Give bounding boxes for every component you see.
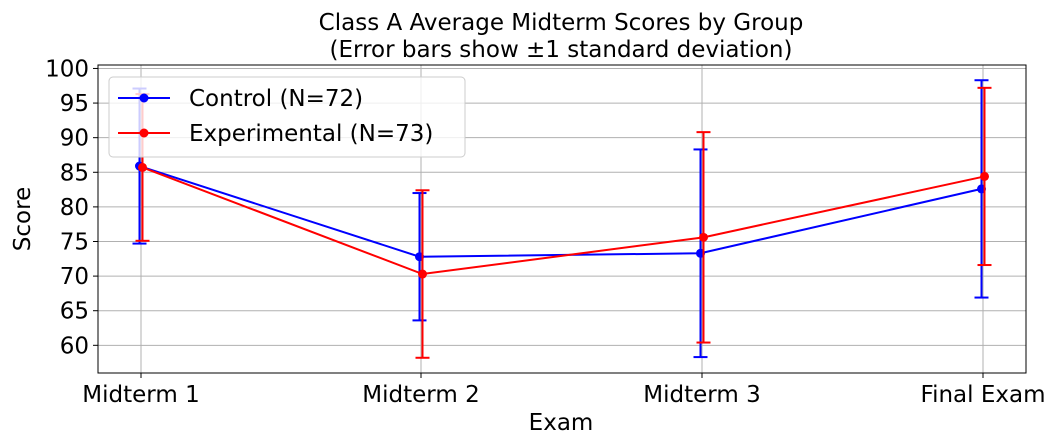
legend-box: [108, 76, 466, 158]
series-group: [135, 86, 992, 359]
chart-subtitle: (Error bars show ±1 standard deviation): [330, 37, 793, 63]
y-tick-label: 70: [60, 264, 89, 290]
data-point: [418, 269, 427, 279]
legend-experimental-label: Experimental (N=73): [189, 121, 433, 147]
legend-control-marker: [139, 93, 149, 103]
axes: [97, 64, 1027, 374]
x-axis-label: Exam: [529, 410, 594, 436]
x-tick-label: Final Exam: [921, 382, 1046, 408]
data-point: [980, 171, 989, 181]
legend-experimental-marker: [139, 128, 149, 138]
y-tick-label: 60: [60, 333, 89, 359]
legend-control-label: Control (N=72): [189, 86, 363, 112]
x-tick-label: Midterm 2: [362, 382, 479, 408]
series: [132, 79, 992, 359]
series-line: [139, 165, 982, 258]
data-point: [699, 232, 708, 242]
series-line: [142, 166, 985, 276]
y-tick-label: 75: [60, 229, 89, 255]
y-tick-label: 80: [60, 195, 89, 221]
y-tick-label: 85: [60, 160, 89, 186]
y-tick-label: 90: [60, 126, 89, 152]
legend: Control (N=72) Experimental (N=73): [108, 76, 466, 158]
x-tick-label: Midterm 3: [643, 382, 760, 408]
plot-area-frame: [97, 64, 1027, 374]
chart-title: Class A Average Midterm Scores by Group: [319, 10, 804, 36]
y-axis-label: Score: [10, 187, 36, 251]
y-tick-label: 65: [60, 299, 89, 325]
y-tick-label: 100: [45, 56, 89, 82]
data-point: [138, 162, 147, 172]
y-ticks: 60 65 70 75 80 85 90 95 100: [45, 56, 98, 359]
x-ticks: Midterm 1 Midterm 2 Midterm 3 Final Exam: [82, 373, 1045, 408]
x-tick-label: Midterm 1: [82, 382, 199, 408]
y-tick-label: 95: [60, 91, 89, 117]
